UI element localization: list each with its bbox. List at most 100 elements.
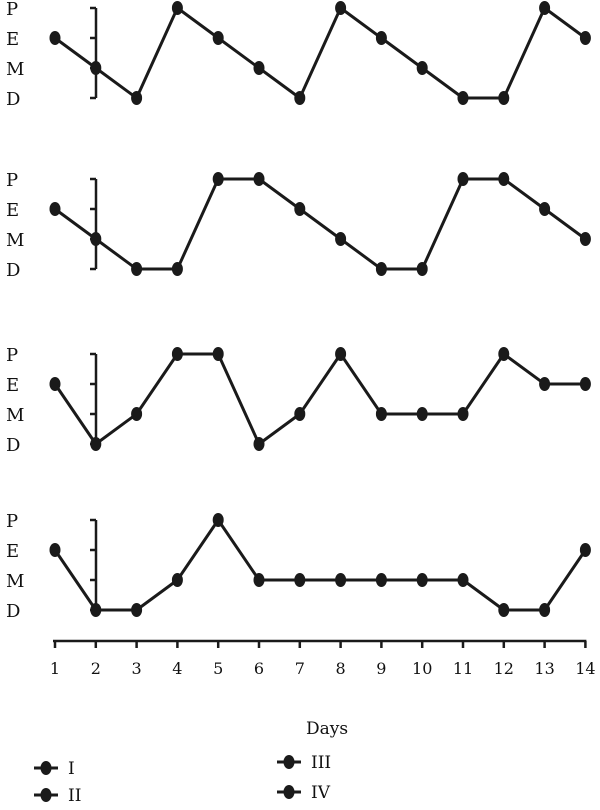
- series-point-II: [375, 262, 387, 276]
- x-tick-label: 8: [336, 659, 346, 678]
- x-axis: 1 2 3 4 5 6 7 8 9 10 11 12 13 14: [50, 639, 596, 678]
- series-point-I: [457, 91, 469, 105]
- series-point-III: [90, 437, 102, 451]
- series-point-IV: [49, 543, 61, 557]
- legend-item-IV: IV: [277, 783, 331, 803]
- series-point-III: [498, 347, 510, 361]
- series-point-IV: [498, 603, 510, 617]
- series-point-I: [416, 61, 428, 75]
- x-tick-label: 9: [376, 659, 386, 678]
- series-point-I: [498, 91, 510, 105]
- series-point-I: [212, 31, 224, 45]
- x-tick-label: 2: [91, 659, 101, 678]
- y-tick-label: D: [6, 435, 20, 456]
- series-point-IV: [457, 573, 469, 587]
- y-tick-label: P: [6, 345, 18, 366]
- series-point-I: [579, 31, 591, 45]
- series-line-II: [54, 177, 587, 271]
- series-point-IV: [253, 573, 265, 587]
- x-axis-label: Days: [306, 719, 348, 739]
- series-point-I: [375, 31, 387, 45]
- series-point-III: [539, 377, 551, 391]
- y-tick-label: P: [6, 0, 18, 20]
- series-point-IV: [90, 603, 102, 617]
- x-tick-label: 13: [534, 659, 554, 678]
- series-point-II: [416, 262, 428, 276]
- series-line-III: [53, 352, 586, 446]
- series-point-III: [457, 407, 469, 421]
- series-point-IV: [539, 603, 551, 617]
- x-tick-label: 4: [172, 659, 182, 678]
- y-tick-label: M: [6, 405, 24, 426]
- legend-marker: [283, 755, 295, 769]
- series-line-IV: [53, 518, 587, 612]
- y-tick-label: M: [6, 59, 24, 80]
- series-point-III: [375, 407, 387, 421]
- series-point-II: [49, 202, 61, 216]
- series-point-IV: [131, 603, 143, 617]
- legend-marker: [40, 761, 52, 775]
- series-point-II: [171, 262, 183, 276]
- series-point-III: [171, 347, 183, 361]
- y-tick-label: E: [6, 541, 19, 562]
- y-tick-label: M: [6, 571, 24, 592]
- series-point-II: [335, 232, 347, 246]
- y-tick-label: D: [6, 89, 20, 110]
- y-tick-label: P: [6, 511, 18, 532]
- series-point-III: [416, 407, 428, 421]
- series-point-II: [539, 202, 551, 216]
- series-point-I: [171, 1, 183, 15]
- legend-label: I: [68, 759, 75, 779]
- series-point-I: [131, 91, 143, 105]
- series-point-III: [579, 377, 591, 391]
- y-tick-label: D: [6, 601, 20, 622]
- series-point-III: [335, 347, 347, 361]
- series-point-IV: [212, 513, 224, 527]
- series-point-II: [212, 172, 224, 186]
- x-tick-label: 10: [412, 659, 432, 678]
- x-tick-label: 14: [575, 659, 595, 678]
- series-point-II: [579, 232, 591, 246]
- legend-label: III: [311, 753, 331, 773]
- y-tick-label: E: [6, 200, 19, 221]
- series-point-IV: [294, 573, 306, 587]
- y-tick-label: E: [6, 375, 19, 396]
- legend-item-I: I: [34, 759, 75, 779]
- series-point-III: [49, 377, 61, 391]
- legend-label: IV: [311, 783, 331, 803]
- series-point-II: [131, 262, 143, 276]
- series-point-I: [294, 91, 306, 105]
- series-point-III: [294, 407, 306, 421]
- legend-item-II: II: [34, 786, 81, 806]
- series-point-III: [131, 407, 143, 421]
- series-point-II: [294, 202, 306, 216]
- y-tick-label: P: [6, 170, 18, 191]
- legend-label: II: [68, 786, 81, 806]
- series-point-III: [253, 437, 265, 451]
- x-tick-label: 11: [453, 659, 473, 678]
- series-point-I: [90, 61, 102, 75]
- series-point-I: [539, 1, 551, 15]
- series-point-II: [253, 172, 265, 186]
- x-tick-label: 1: [50, 659, 60, 678]
- x-tick-label: 6: [254, 659, 264, 678]
- legend-marker: [40, 788, 52, 802]
- series-point-IV: [375, 573, 387, 587]
- series-point-I: [49, 31, 61, 45]
- y-tick-label: D: [6, 260, 20, 281]
- legend-marker: [283, 785, 295, 799]
- series-point-II: [90, 232, 102, 246]
- series-point-II: [457, 172, 469, 186]
- series-point-I: [253, 61, 265, 75]
- x-tick-label: 12: [494, 659, 514, 678]
- series-point-II: [498, 172, 510, 186]
- x-tick-label: 3: [132, 659, 142, 678]
- series-line-I: [54, 6, 587, 100]
- series-point-IV: [579, 543, 591, 557]
